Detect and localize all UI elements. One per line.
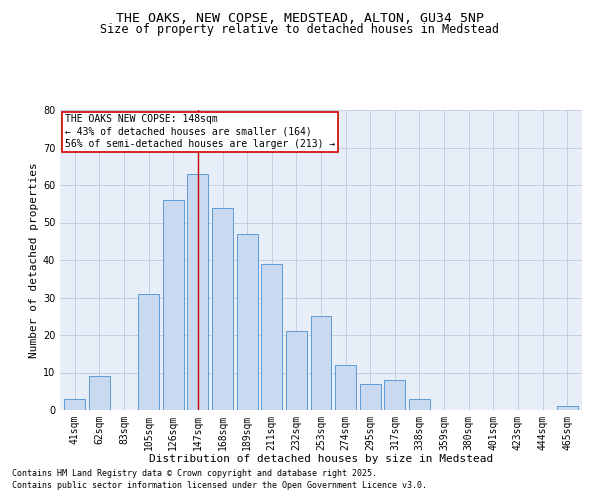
- Bar: [261, 264, 282, 410]
- Bar: [163, 200, 184, 410]
- Bar: [286, 331, 307, 410]
- Bar: [212, 208, 233, 410]
- Bar: [89, 376, 110, 410]
- Bar: [557, 406, 578, 410]
- Bar: [335, 365, 356, 410]
- Bar: [64, 399, 85, 410]
- Bar: [360, 384, 381, 410]
- Text: Contains HM Land Registry data © Crown copyright and database right 2025.: Contains HM Land Registry data © Crown c…: [12, 468, 377, 477]
- Bar: [311, 316, 331, 410]
- Y-axis label: Number of detached properties: Number of detached properties: [29, 162, 38, 358]
- X-axis label: Distribution of detached houses by size in Medstead: Distribution of detached houses by size …: [149, 454, 493, 464]
- Bar: [236, 234, 257, 410]
- Text: THE OAKS, NEW COPSE, MEDSTEAD, ALTON, GU34 5NP: THE OAKS, NEW COPSE, MEDSTEAD, ALTON, GU…: [116, 12, 484, 26]
- Text: Size of property relative to detached houses in Medstead: Size of property relative to detached ho…: [101, 22, 499, 36]
- Bar: [187, 174, 208, 410]
- Text: THE OAKS NEW COPSE: 148sqm
← 43% of detached houses are smaller (164)
56% of sem: THE OAKS NEW COPSE: 148sqm ← 43% of deta…: [65, 114, 335, 150]
- Bar: [409, 399, 430, 410]
- Bar: [385, 380, 406, 410]
- Text: Contains public sector information licensed under the Open Government Licence v3: Contains public sector information licen…: [12, 481, 427, 490]
- Bar: [138, 294, 159, 410]
